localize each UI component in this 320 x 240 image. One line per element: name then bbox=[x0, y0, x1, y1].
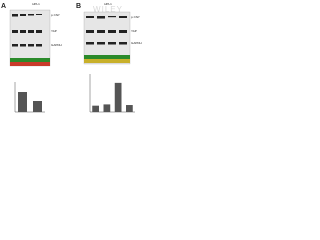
blot-label: p-YAP bbox=[131, 15, 139, 19]
page: WILEY A HPL1 p-YAP YAP GAPDH B HPL1 p-YA… bbox=[0, 0, 150, 120]
bar bbox=[103, 104, 111, 112]
blot-bands bbox=[86, 16, 127, 45]
blot-label: GAPDH bbox=[51, 43, 62, 47]
blot-label: YAP bbox=[131, 29, 137, 33]
bar bbox=[126, 105, 133, 112]
blot-red bbox=[10, 62, 50, 66]
blot-label: GAPDH bbox=[131, 41, 142, 45]
panel-label: A bbox=[1, 3, 6, 10]
watermark: WILEY bbox=[93, 5, 123, 14]
panel-title: HPL1 bbox=[104, 2, 112, 6]
blot-yellow bbox=[84, 59, 130, 63]
panel-title: HPL1 bbox=[32, 2, 40, 6]
blot-green bbox=[10, 58, 50, 62]
bar bbox=[114, 82, 122, 112]
blot-bands bbox=[12, 14, 42, 47]
blot-green bbox=[84, 55, 130, 59]
panel-label: B bbox=[76, 3, 81, 10]
blot-label: YAP bbox=[51, 29, 57, 33]
bar bbox=[92, 105, 99, 112]
bar bbox=[33, 101, 42, 112]
blot-label: p-YAP bbox=[51, 13, 59, 17]
bar bbox=[18, 92, 27, 112]
blot-frame bbox=[9, 9, 51, 67]
figure: WILEY A HPL1 p-YAP YAP GAPDH B HPL1 p-YA… bbox=[0, 0, 150, 120]
